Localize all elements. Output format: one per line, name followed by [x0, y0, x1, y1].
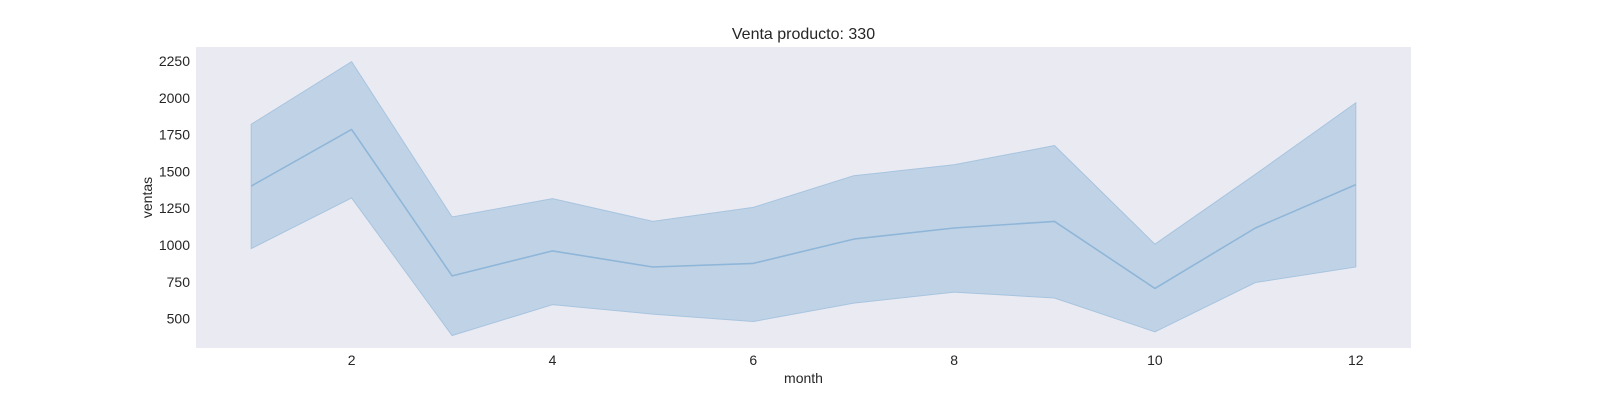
x-tick-label: 4 — [549, 352, 557, 368]
x-tick-label: 12 — [1348, 352, 1364, 368]
y-tick-labels: 500 750 1000 1250 1500 1750 2000 2250 — [159, 53, 190, 327]
chart-title: Venta producto: 330 — [732, 26, 875, 43]
confidence-band — [250, 61, 1357, 337]
y-tick-label: 2000 — [159, 90, 190, 106]
series-line — [250, 128, 1357, 290]
y-tick-label: 1500 — [159, 163, 190, 179]
y-tick-label: 1750 — [159, 127, 190, 143]
x-tick-label: 2 — [348, 352, 356, 368]
confidence-band-layer — [250, 61, 1357, 337]
y-tick-label: 1250 — [159, 200, 190, 216]
y-tick-label: 1000 — [159, 237, 190, 253]
y-tick-label: 750 — [167, 274, 191, 290]
x-tick-labels: 2 4 6 8 10 12 — [348, 352, 1364, 368]
x-tick-label: 8 — [950, 352, 958, 368]
series-line-layer — [250, 128, 1357, 290]
y-axis-label: ventas — [139, 177, 155, 218]
x-tick-label: 6 — [749, 352, 757, 368]
y-tick-label: 500 — [167, 311, 191, 327]
x-tick-label: 10 — [1147, 352, 1163, 368]
y-tick-label: 2250 — [159, 53, 190, 69]
x-axis-label: month — [784, 370, 823, 386]
